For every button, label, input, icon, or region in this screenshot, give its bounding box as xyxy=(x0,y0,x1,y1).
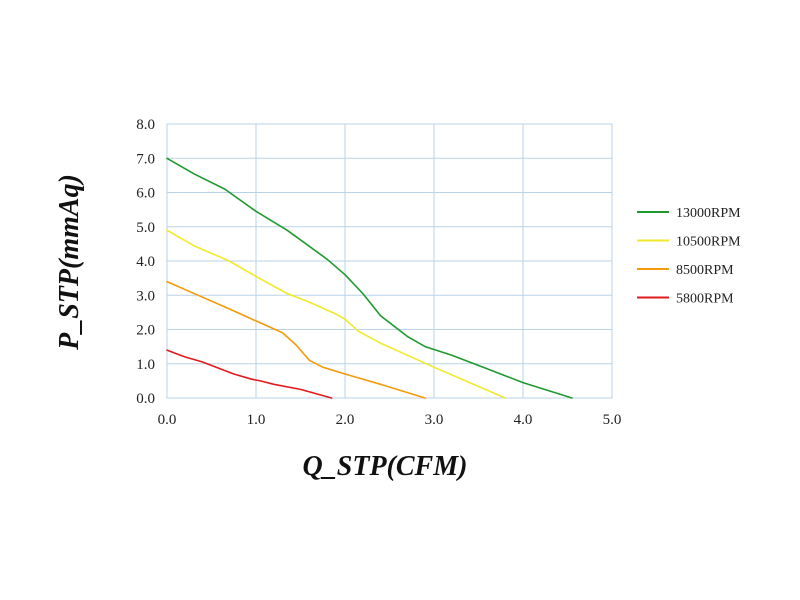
y-tick-label: 5.0 xyxy=(136,220,155,236)
series-line-10500RPM xyxy=(166,229,507,399)
x-axis-title: Q_STP(CFM) xyxy=(303,451,468,482)
grid xyxy=(166,123,613,399)
plot-frame xyxy=(166,123,613,399)
y-tick-label: 3.0 xyxy=(136,288,155,304)
y-tick-label: 1.0 xyxy=(136,357,155,373)
series-lines xyxy=(166,157,573,399)
x-tick-label: 5.0 xyxy=(603,412,622,428)
y-tick-label: 7.0 xyxy=(136,151,155,167)
series-line-5800RPM xyxy=(166,349,333,399)
legend-label: 8500RPM xyxy=(676,263,734,278)
y-tick-label: 6.0 xyxy=(136,186,155,202)
y-tick-labels: 0.0 1.0 2.0 3.0 4.0 5.0 6.0 7.0 8.0 xyxy=(136,117,155,407)
series-line-8500RPM xyxy=(166,280,426,399)
x-tick-label: 4.0 xyxy=(514,412,533,428)
y-tick-label: 8.0 xyxy=(136,117,155,133)
y-tick-label: 4.0 xyxy=(136,254,155,270)
x-tick-label: 0.0 xyxy=(158,412,177,428)
x-tick-labels: 0.0 1.0 2.0 3.0 4.0 5.0 xyxy=(158,412,622,428)
legend: 13000RPM 10500RPM 8500RPM 5800RPM xyxy=(637,206,741,307)
y-axis-title: P_STP(mmAq) xyxy=(54,174,85,351)
series-line-13000RPM xyxy=(166,157,573,399)
x-tick-label: 3.0 xyxy=(425,412,444,428)
legend-label: 10500RPM xyxy=(676,235,741,250)
y-tick-label: 2.0 xyxy=(136,323,155,339)
legend-label: 13000RPM xyxy=(676,206,741,221)
x-tick-label: 2.0 xyxy=(336,412,355,428)
legend-label: 5800RPM xyxy=(676,292,734,307)
y-tick-label: 0.0 xyxy=(136,391,155,407)
x-tick-label: 1.0 xyxy=(247,412,266,428)
